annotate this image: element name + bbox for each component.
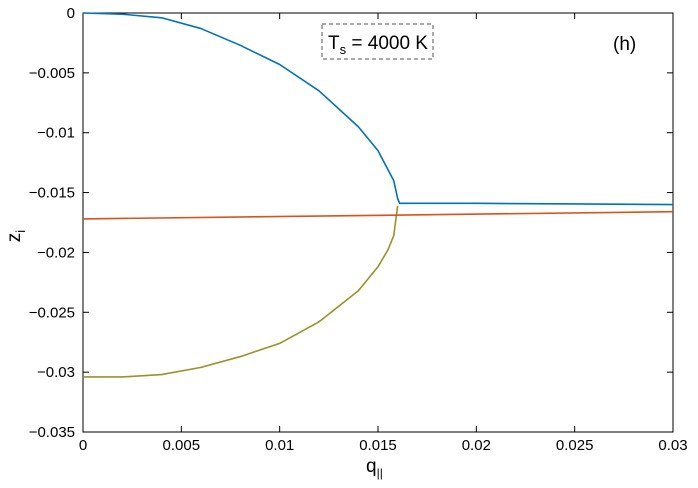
y-axis-title-subscript: i	[13, 230, 28, 233]
annotation-rest: = 4000 K	[346, 33, 428, 54]
x-tick-label: 0.015	[359, 437, 397, 454]
plot-frame	[82, 12, 674, 433]
x-tick-label: 0.025	[556, 437, 594, 454]
series-line-3	[82, 210, 674, 220]
y-tick-label: −0.025	[29, 304, 75, 321]
y-tick-label: −0.02	[37, 244, 75, 261]
x-tick-label: 0.03	[658, 437, 687, 454]
y-tick-label: −0.03	[37, 364, 75, 381]
x-tick-label: 0.005	[163, 437, 201, 454]
y-tick-label: −0.01	[37, 125, 75, 142]
panel-label: (h)	[613, 34, 636, 55]
x-tick-label: 0.01	[265, 437, 294, 454]
x-tick-label: 0	[79, 437, 87, 454]
x-tick-label: 0.02	[462, 437, 491, 454]
y-tick-label: 0	[67, 5, 75, 22]
ticks-layer: 0 0.005 0.01 0.015 0.02 0.025 0.03 0 −0.005 −0.01…	[29, 5, 688, 454]
x-axis-title: q||	[366, 456, 383, 480]
y-tick-label: −0.005	[29, 65, 75, 82]
annotation-symbol: T	[328, 33, 340, 54]
y-axis-title-base: z	[4, 233, 25, 243]
series-line-2	[83, 205, 399, 378]
x-axis-title-base: q	[366, 456, 377, 477]
y-axis-title: zi	[4, 230, 28, 243]
annotation-subscript: s	[340, 42, 347, 57]
annotation-box-border	[321, 23, 434, 60]
annotation-box: Ts = 4000 K	[321, 23, 434, 60]
annotation-text: Ts = 4000 K	[328, 33, 428, 57]
series-line-1	[82, 12, 674, 206]
series-layer	[82, 12, 674, 378]
y-tick-label: −0.035	[29, 424, 75, 441]
x-axis-title-subscript: ||	[377, 466, 383, 480]
y-tick-label: −0.015	[29, 185, 75, 202]
